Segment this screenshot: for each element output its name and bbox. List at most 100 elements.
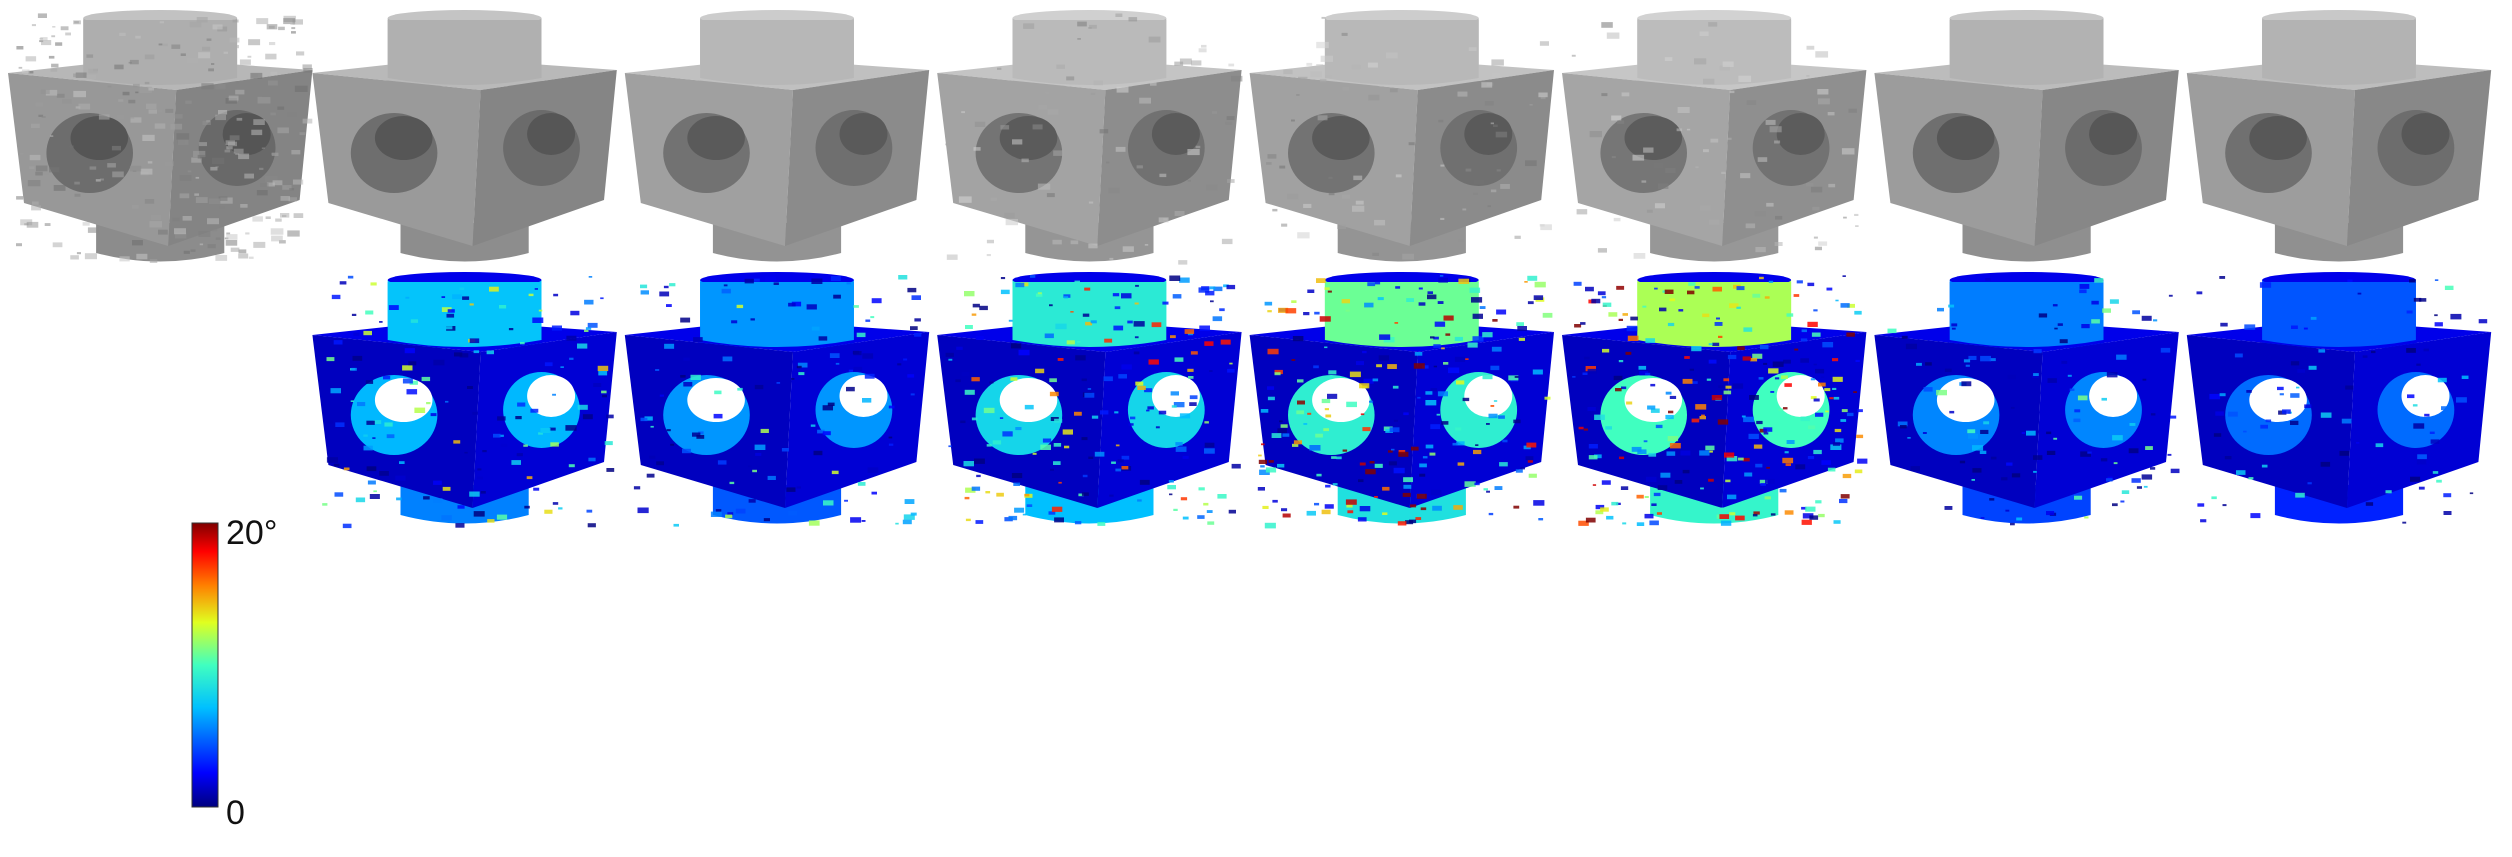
surface-texture-speck bbox=[1419, 473, 1426, 477]
surface-texture-speck bbox=[1588, 455, 1598, 460]
surface-texture-speck bbox=[215, 114, 226, 121]
surface-texture-speck bbox=[1584, 356, 1590, 360]
surface-texture-speck bbox=[1137, 499, 1142, 502]
surface-texture-speck bbox=[1857, 409, 1863, 413]
surface-texture-speck bbox=[1085, 321, 1093, 326]
surface-texture-speck bbox=[29, 154, 41, 161]
surface-texture-speck bbox=[1518, 337, 1525, 341]
surface-texture-speck bbox=[690, 374, 701, 380]
surface-texture-speck bbox=[1267, 396, 1275, 401]
surface-texture-speck bbox=[272, 180, 283, 186]
surface-texture-speck bbox=[587, 322, 598, 328]
surface-texture-speck bbox=[1742, 457, 1750, 462]
surface-texture-speck bbox=[1229, 362, 1233, 365]
surface-texture-speck bbox=[1081, 437, 1088, 441]
surface-texture-speck bbox=[1486, 490, 1490, 493]
surface-texture-speck bbox=[2011, 473, 2021, 478]
surface-texture-speck bbox=[1659, 307, 1667, 312]
surface-texture-speck bbox=[410, 319, 418, 323]
surface-texture-speck bbox=[735, 508, 746, 514]
surface-texture-speck bbox=[2121, 490, 2130, 494]
surface-texture-speck bbox=[1346, 504, 1353, 508]
surface-texture-speck bbox=[1114, 411, 1119, 414]
surface-texture-speck bbox=[1818, 98, 1830, 105]
surface-texture-speck bbox=[911, 295, 921, 300]
surface-texture-speck bbox=[171, 44, 181, 49]
surface-texture-speck bbox=[1732, 383, 1744, 389]
surface-texture-speck bbox=[1630, 316, 1638, 321]
surface-texture-speck bbox=[1755, 247, 1766, 253]
surface-texture-speck bbox=[1578, 426, 1584, 430]
mesh-object bbox=[1562, 272, 1868, 526]
surface-texture-speck bbox=[822, 405, 833, 411]
surface-texture-speck bbox=[441, 296, 446, 298]
surface-texture-speck bbox=[1983, 421, 1990, 425]
surface-texture-speck bbox=[2261, 464, 2268, 468]
surface-texture-speck bbox=[1841, 148, 1855, 155]
surface-texture-speck bbox=[1394, 322, 1399, 324]
surface-texture-speck bbox=[964, 496, 970, 500]
surface-texture-speck bbox=[343, 467, 350, 471]
surface-texture-speck bbox=[810, 424, 816, 427]
surface-texture-speck bbox=[1765, 478, 1775, 484]
surface-texture-speck bbox=[1372, 252, 1379, 256]
surface-texture-speck bbox=[1321, 509, 1331, 515]
surface-texture-speck bbox=[1313, 365, 1319, 369]
surface-texture-speck bbox=[748, 499, 756, 503]
surface-texture-speck bbox=[990, 197, 997, 201]
surface-texture-speck bbox=[1643, 440, 1648, 443]
surface-texture-speck bbox=[207, 244, 216, 249]
surface-texture-speck bbox=[1618, 318, 1623, 321]
surface-texture-speck bbox=[1716, 317, 1720, 320]
surface-texture-speck bbox=[974, 121, 986, 127]
surface-texture-speck bbox=[1173, 402, 1185, 408]
surface-texture-speck bbox=[1201, 44, 1207, 48]
surface-texture-speck bbox=[1317, 115, 1328, 121]
surface-texture-speck bbox=[2303, 327, 2308, 330]
surface-texture-speck bbox=[1709, 485, 1718, 489]
surface-texture-speck bbox=[259, 182, 269, 188]
surface-texture-speck bbox=[1578, 520, 1589, 526]
surface-texture-speck bbox=[1462, 208, 1467, 211]
surface-texture-speck bbox=[1281, 223, 1288, 227]
surface-texture-speck bbox=[1296, 410, 1304, 415]
surface-texture-speck bbox=[1323, 428, 1329, 432]
surface-texture-speck bbox=[1280, 424, 1288, 428]
surface-texture-speck bbox=[974, 458, 985, 464]
surface-texture-speck bbox=[2244, 324, 2256, 330]
surface-texture-speck bbox=[888, 436, 893, 439]
top-cylinder-front bbox=[1012, 20, 1167, 85]
surface-texture-speck bbox=[1641, 180, 1647, 183]
surface-texture-speck bbox=[1306, 62, 1313, 66]
surface-texture-speck bbox=[50, 135, 54, 137]
surface-texture-speck bbox=[1443, 362, 1449, 365]
surface-texture-speck bbox=[70, 255, 79, 260]
surface-texture-speck bbox=[275, 218, 282, 222]
surface-texture-speck bbox=[2168, 294, 2173, 297]
top-cylinder-front bbox=[387, 282, 542, 347]
surface-texture-speck bbox=[1794, 348, 1799, 351]
surface-texture-speck bbox=[1179, 277, 1190, 283]
surface-texture-speck bbox=[1601, 22, 1613, 28]
surface-texture-speck bbox=[235, 81, 239, 84]
surface-texture-speck bbox=[1742, 356, 1752, 361]
surface-texture-speck bbox=[1414, 352, 1423, 356]
surface-texture-speck bbox=[2102, 308, 2111, 313]
surface-texture-speck bbox=[1454, 356, 1466, 362]
surface-texture-speck bbox=[992, 440, 1002, 445]
left-hole-inner bbox=[687, 378, 745, 422]
surface-texture-speck bbox=[280, 213, 290, 218]
surface-texture-speck bbox=[1398, 450, 1406, 454]
surface-texture-speck bbox=[226, 234, 238, 240]
surface-texture-speck bbox=[946, 254, 958, 260]
right-hole-inner bbox=[2089, 375, 2138, 417]
surface-texture-speck bbox=[1801, 519, 1812, 525]
surface-texture-speck bbox=[1625, 351, 1632, 355]
surface-texture-speck bbox=[265, 53, 277, 60]
surface-texture-speck bbox=[1285, 308, 1297, 314]
surface-texture-speck bbox=[430, 413, 437, 417]
surface-texture-speck bbox=[1665, 391, 1672, 395]
surface-texture-speck bbox=[1602, 302, 1612, 307]
surface-texture-speck bbox=[1687, 290, 1695, 295]
surface-texture-speck bbox=[1488, 512, 1494, 516]
